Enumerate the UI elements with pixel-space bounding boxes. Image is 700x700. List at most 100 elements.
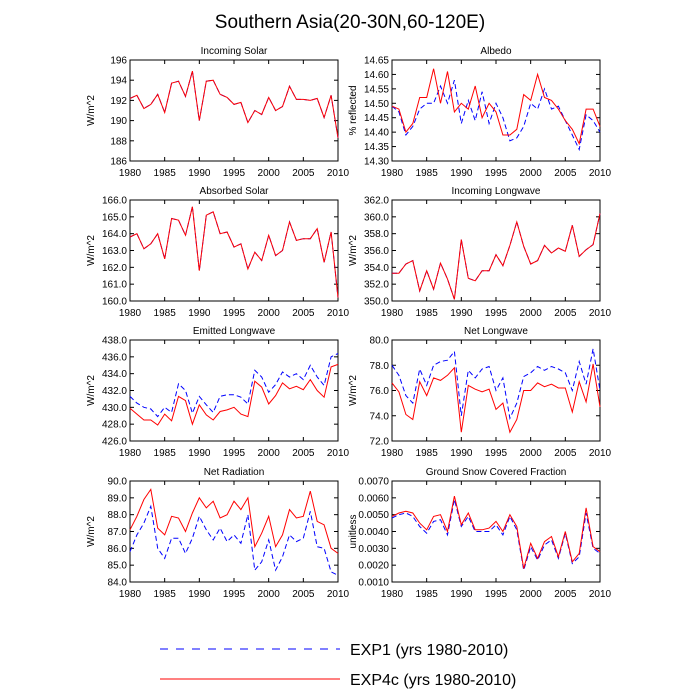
x-tick-label: 1985 <box>416 589 439 600</box>
y-tick-label: 14.65 <box>364 56 389 67</box>
x-tick-label: 2010 <box>327 589 350 600</box>
panel-title: Incoming Solar <box>201 46 268 57</box>
x-tick-label: 2005 <box>292 168 315 179</box>
y-tick-label: 190 <box>110 116 127 127</box>
x-tick-label: 1990 <box>450 589 473 600</box>
series-line-exp1 <box>392 213 601 300</box>
y-tick-label: 0.0010 <box>358 578 389 589</box>
y-tick-label: 194 <box>110 76 127 87</box>
x-tick-label: 2010 <box>327 168 350 179</box>
chart-panel: Net Longwave 72.0 74.0 76.0 78.0 80.0 1980 1985… <box>348 326 612 459</box>
y-tick-label: 166.0 <box>102 196 127 207</box>
chart-panel: Net Radiation 84.0 85.0 86.0 87.0 88.0 89.0 90.… <box>86 467 350 600</box>
panel-title: Net Longwave <box>464 326 528 337</box>
x-tick-label: 2005 <box>292 589 315 600</box>
chart-panel: Absorbed Solar 160.0 161.0 162.0 163.0 164.0 1… <box>86 186 350 319</box>
panel-title: Incoming Longwave <box>452 186 541 197</box>
x-tick-label: 1980 <box>119 308 142 319</box>
x-tick-label: 2000 <box>520 168 543 179</box>
x-tick-label: 1995 <box>485 308 508 319</box>
panel-title: Net Radiation <box>204 467 265 478</box>
y-tick-label: 0.0060 <box>358 493 389 504</box>
series-line-exp4c <box>129 488 339 554</box>
panels: Incoming Solar 186 188 190 192 194 196 1980 1985… <box>86 46 612 600</box>
x-tick-label: 1990 <box>188 589 211 600</box>
x-tick-label: 2000 <box>258 589 281 600</box>
legend-label-exp1: EXP1 (yrs 1980-2010) <box>350 642 508 659</box>
series-line-exp4c <box>129 206 339 298</box>
x-tick-label: 1990 <box>188 448 211 459</box>
chart-panel: Ground Snow Covered Fraction 0.0010 0.0020… <box>348 467 612 600</box>
y-tick-label: 14.30 <box>364 157 389 168</box>
x-tick-label: 2010 <box>327 308 350 319</box>
x-tick-label: 2000 <box>520 308 543 319</box>
panel-title: Absorbed Solar <box>200 186 270 197</box>
x-tick-label: 2005 <box>554 589 577 600</box>
y-tick-label: 87.0 <box>108 527 128 538</box>
x-tick-label: 1995 <box>223 448 246 459</box>
y-tick-label: 74.0 <box>370 411 390 422</box>
figure-title: Southern Asia(20-30N,60-120E) <box>215 12 485 33</box>
y-tick-label: 0.0040 <box>358 527 389 538</box>
y-tick-label: 164.0 <box>102 229 127 240</box>
legend: EXP1 (yrs 1980-2010) EXP4c (yrs 1980-201… <box>160 642 516 689</box>
y-tick-label: 0.0030 <box>358 544 389 555</box>
y-tick-label: 80.0 <box>370 336 390 347</box>
series-line-exp1 <box>129 504 339 576</box>
x-tick-label: 2000 <box>520 589 543 600</box>
y-tick-label: 165.0 <box>102 212 127 223</box>
plot-frame <box>129 199 339 302</box>
x-tick-label: 1990 <box>450 168 473 179</box>
series-line-exp4c <box>129 363 339 426</box>
y-tick-label: 438.0 <box>102 336 127 347</box>
y-axis-label: W/m^2 <box>86 375 97 406</box>
y-tick-label: 428.0 <box>102 420 127 431</box>
series-line-exp4c <box>391 363 601 434</box>
x-tick-label: 2010 <box>589 589 612 600</box>
x-tick-label: 2010 <box>589 448 612 459</box>
y-tick-label: 162.0 <box>102 263 127 274</box>
y-tick-label: 160.0 <box>102 297 127 308</box>
y-tick-label: 360.0 <box>364 212 389 223</box>
series-line-exp4c <box>392 213 601 300</box>
x-tick-label: 1985 <box>154 308 177 319</box>
y-tick-label: 14.35 <box>364 142 389 153</box>
y-axis-label: unitless <box>348 515 359 549</box>
panel-title: Emitted Longwave <box>193 326 276 337</box>
series-line-exp1 <box>391 499 601 571</box>
x-tick-label: 2005 <box>554 168 577 179</box>
plot-frame <box>391 59 601 162</box>
y-axis-label: W/m^2 <box>86 235 97 266</box>
panel-title: Ground Snow Covered Fraction <box>426 467 567 478</box>
x-tick-label: 1980 <box>119 168 142 179</box>
x-tick-label: 2010 <box>589 308 612 319</box>
plot-frame <box>129 59 339 162</box>
y-tick-label: 14.45 <box>364 113 389 124</box>
y-tick-label: 14.50 <box>364 99 389 110</box>
y-tick-label: 0.0070 <box>358 477 389 488</box>
y-tick-label: 436.0 <box>102 352 127 363</box>
y-tick-label: 72.0 <box>370 437 390 448</box>
y-tick-label: 84.0 <box>108 578 128 589</box>
x-tick-label: 1980 <box>381 308 404 319</box>
y-tick-label: 163.0 <box>102 246 127 257</box>
x-tick-label: 1995 <box>223 168 246 179</box>
y-axis-label: % reflected <box>348 85 359 135</box>
y-tick-label: 14.60 <box>364 70 389 81</box>
series-line-exp4c <box>129 70 339 138</box>
x-tick-label: 1990 <box>188 168 211 179</box>
y-tick-label: 186 <box>110 157 127 168</box>
y-tick-label: 78.0 <box>370 361 390 372</box>
y-tick-label: 90.0 <box>108 477 128 488</box>
y-tick-label: 196 <box>110 56 127 67</box>
y-tick-label: 350.0 <box>364 297 389 308</box>
x-tick-label: 2010 <box>589 168 612 179</box>
y-tick-label: 85.0 <box>108 561 128 572</box>
y-tick-label: 86.0 <box>108 544 128 555</box>
x-tick-label: 1980 <box>381 448 404 459</box>
x-tick-label: 1990 <box>188 308 211 319</box>
x-tick-label: 1980 <box>119 589 142 600</box>
y-axis-label: W/m^2 <box>86 516 97 547</box>
y-tick-label: 354.0 <box>364 263 389 274</box>
